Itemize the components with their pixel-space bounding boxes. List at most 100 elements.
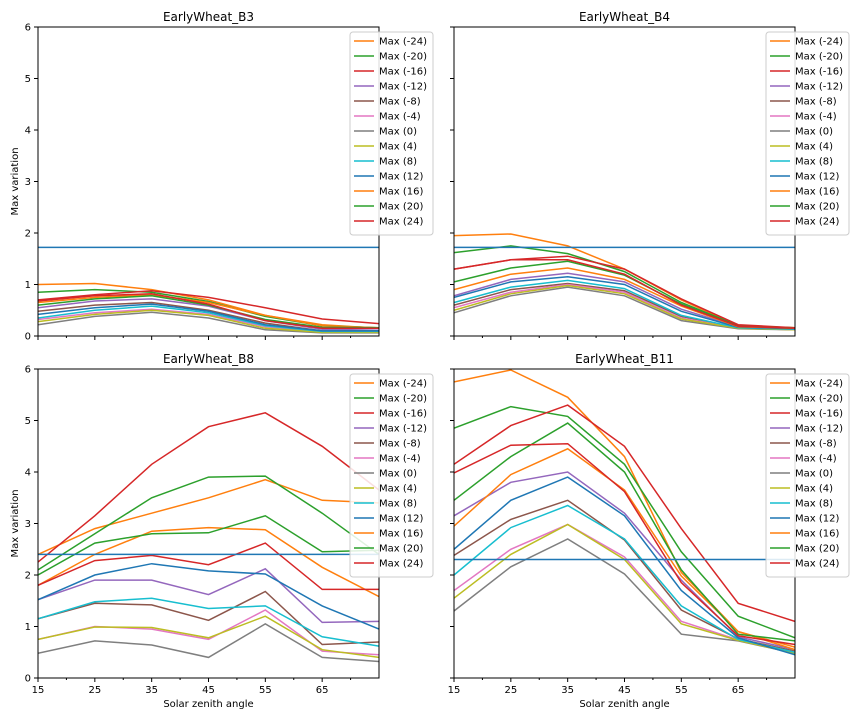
y-tick-label: 4 (25, 468, 31, 479)
legend: Max (-24) Max (-20) Max (-16) Max (-12) Max … (765, 373, 850, 578)
legend-label: Max (-4) (379, 454, 421, 465)
x-tick-label: 65 (316, 685, 329, 696)
chart-panel-4: EarlyWheat_B11 15 25 35 45 55 65 Solar zenith a… (448, 352, 850, 710)
legend-label: Max (-16) (795, 409, 843, 420)
axes-frame (453, 26, 796, 337)
x-tick-label: 25 (88, 685, 101, 696)
legend-label: Max (-4) (379, 112, 421, 123)
y-tick-label: 6 (25, 365, 31, 376)
series-line-3 (38, 411, 379, 563)
series-line-4 (454, 471, 795, 651)
y-axis-label: Max variation (10, 147, 21, 215)
x-axis-label: Solar zenith angle (163, 699, 253, 710)
series-group (38, 246, 379, 334)
series-line-13 (454, 442, 795, 646)
legend-label: Max (16) (379, 187, 423, 198)
x-tick-label: 25 (504, 685, 517, 696)
legend-label: Max (-12) (795, 424, 843, 435)
series-line-3 (38, 289, 379, 325)
legend-label: Max (20) (795, 544, 839, 555)
chart-title: EarlyWheat_B11 (575, 352, 674, 366)
series-line-12 (38, 514, 379, 576)
legend-label: Max (-12) (379, 82, 427, 93)
legend-label: Max (8) (379, 499, 417, 510)
series-line-13 (38, 542, 379, 591)
legend-label: Max (8) (379, 157, 417, 168)
y-tick-label: 4 (25, 126, 31, 137)
x-tick-label: 35 (145, 685, 158, 696)
legend-label: Max (-20) (795, 394, 843, 405)
x-axis-label: Solar zenith angle (579, 699, 669, 710)
legend-label: Max (8) (795, 157, 833, 168)
series-line-5 (38, 590, 379, 646)
series-line-10 (454, 276, 795, 330)
legend-box (349, 31, 434, 236)
series-line-9 (454, 504, 795, 654)
legend-label: Max (-24) (379, 37, 427, 48)
legend-label: Max (-16) (795, 67, 843, 78)
y-tick-label: 0 (25, 674, 31, 685)
legend-label: Max (-24) (795, 379, 843, 390)
legend-label: Max (12) (379, 514, 423, 525)
series-line-8 (38, 615, 379, 659)
legend-label: Max (4) (379, 142, 417, 153)
legend-box (765, 31, 850, 236)
legend-label: Max (24) (795, 217, 839, 228)
series-line-9 (38, 597, 379, 647)
y-tick-label: 2 (25, 571, 31, 582)
legend-box (349, 373, 434, 578)
x-tick-label: 55 (675, 685, 688, 696)
series-line-10 (38, 562, 379, 630)
legend-label: Max (-8) (795, 97, 837, 108)
legend-label: Max (-8) (379, 439, 421, 450)
series-line-2 (454, 245, 795, 329)
legend-label: Max (4) (795, 484, 833, 495)
chart-title: EarlyWheat_B8 (163, 352, 254, 366)
y-tick-label: 3 (25, 177, 31, 188)
chart-title: EarlyWheat_B4 (579, 10, 670, 24)
legend-box (765, 373, 850, 578)
legend-label: Max (24) (379, 217, 423, 228)
x-tick-label: 55 (259, 685, 272, 696)
legend-label: Max (16) (379, 529, 423, 540)
x-tick-label: 65 (732, 685, 745, 696)
legend-label: Max (-24) (795, 37, 843, 48)
legend-label: Max (0) (379, 127, 417, 138)
legend-label: Max (0) (795, 469, 833, 480)
y-tick-label: 1 (25, 280, 31, 291)
legend-label: Max (-8) (379, 97, 421, 108)
y-tick-label: 5 (25, 74, 31, 85)
series-line-1 (38, 282, 379, 330)
series-line-4 (454, 272, 795, 330)
series-line-12 (454, 422, 795, 642)
series-line-9 (454, 279, 795, 331)
axes-frame (37, 368, 380, 679)
legend-label: Max (4) (379, 484, 417, 495)
series-line-5 (454, 282, 795, 331)
legend-label: Max (20) (379, 202, 423, 213)
legend-label: Max (16) (795, 187, 839, 198)
chart-panel-2: EarlyWheat_B4 Max (-24) Max (-20) Max (-16)… (450, 10, 850, 340)
series-line-4 (38, 567, 379, 624)
series-line-8 (38, 309, 379, 334)
legend-label: Max (24) (379, 559, 423, 570)
series-group (454, 233, 795, 331)
y-tick-label: 3 (25, 519, 31, 530)
series-line-5 (454, 499, 795, 652)
legend-label: Max (0) (795, 127, 833, 138)
chart-panel-1: EarlyWheat_B3 0 1 2 3 4 5 6 Max variation Max (-2… (10, 10, 434, 343)
series-line-6 (38, 609, 379, 656)
series-line-2 (38, 475, 379, 571)
y-tick-label: 6 (25, 23, 31, 34)
legend-label: Max (16) (795, 529, 839, 540)
legend-label: Max (12) (795, 172, 839, 183)
series-line-11 (38, 294, 379, 329)
series-line-4 (38, 298, 379, 332)
legend-label: Max (-8) (795, 439, 837, 450)
legend-label: Max (12) (379, 172, 423, 183)
series-line-2 (454, 405, 795, 639)
x-tick-label: 35 (561, 685, 574, 696)
series-line-13 (454, 259, 795, 330)
legend-label: Max (12) (795, 514, 839, 525)
